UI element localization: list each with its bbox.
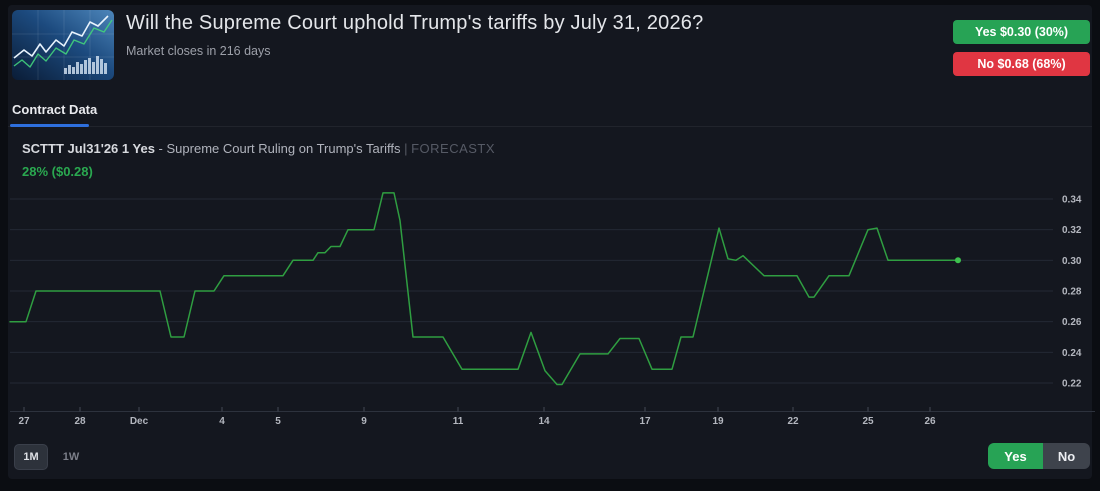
market-title: Will the Supreme Court uphold Trump's ta… bbox=[126, 12, 704, 34]
y-axis-label: 0.30 bbox=[1062, 256, 1082, 267]
range-1m-button[interactable]: 1M bbox=[14, 444, 48, 470]
stock-chart-image bbox=[12, 10, 114, 80]
x-axis-label: 22 bbox=[787, 416, 799, 427]
contract-dash: - bbox=[158, 141, 163, 156]
contract-current-price: 28% ($0.28) bbox=[22, 164, 93, 179]
y-axis-label: 0.26 bbox=[1062, 317, 1082, 328]
x-axis-label: 25 bbox=[862, 416, 874, 427]
tabbar-divider bbox=[8, 126, 1092, 127]
x-axis-label: 27 bbox=[18, 416, 30, 427]
x-axis-label: 28 bbox=[74, 416, 86, 427]
contract-description: Supreme Court Ruling on Trump's Tariffs bbox=[166, 141, 401, 156]
x-axis-label: 11 bbox=[453, 416, 464, 427]
y-axis-label: 0.24 bbox=[1062, 348, 1082, 359]
active-tab-indicator bbox=[10, 124, 89, 127]
y-axis-label: 0.22 bbox=[1062, 378, 1082, 389]
x-axis-label: 5 bbox=[275, 416, 281, 427]
yes-price-button[interactable]: Yes $0.30 (30%) bbox=[953, 20, 1090, 44]
tab-label: Contract Data bbox=[12, 102, 98, 117]
x-axis-label: 14 bbox=[538, 416, 550, 427]
x-axis-label: 4 bbox=[219, 416, 225, 427]
market-thumbnail bbox=[12, 10, 114, 80]
x-axis-label: 9 bbox=[361, 416, 367, 427]
x-axis-label: 17 bbox=[639, 416, 651, 427]
tab-contract-data[interactable]: Contract Data bbox=[10, 101, 98, 127]
y-axis-label: 0.28 bbox=[1062, 286, 1082, 297]
last-price-dot bbox=[955, 257, 961, 264]
contract-info-line: SCTTT Jul31'26 1 Yes - Supreme Court Rul… bbox=[22, 141, 495, 156]
x-axis-label: 19 bbox=[712, 416, 724, 427]
widget-background bbox=[8, 5, 1092, 479]
contract-source: FORECASTX bbox=[411, 141, 496, 156]
y-axis-label: 0.34 bbox=[1062, 195, 1082, 206]
contract-separator: | bbox=[404, 141, 408, 156]
contract-symbol: SCTTT Jul31'26 1 Yes bbox=[22, 141, 155, 156]
no-price-button[interactable]: No $0.68 (68%) bbox=[953, 52, 1090, 76]
x-axis-label: Dec bbox=[130, 416, 149, 427]
market-close-countdown: Market closes in 216 days bbox=[126, 44, 271, 58]
x-axis-label: 26 bbox=[924, 416, 936, 427]
y-axis-label: 0.32 bbox=[1062, 225, 1082, 236]
range-1w-button[interactable]: 1W bbox=[58, 444, 84, 470]
yes-trade-button[interactable]: Yes bbox=[988, 443, 1043, 469]
price-line bbox=[9, 192, 959, 386]
no-trade-button[interactable]: No bbox=[1043, 443, 1090, 469]
